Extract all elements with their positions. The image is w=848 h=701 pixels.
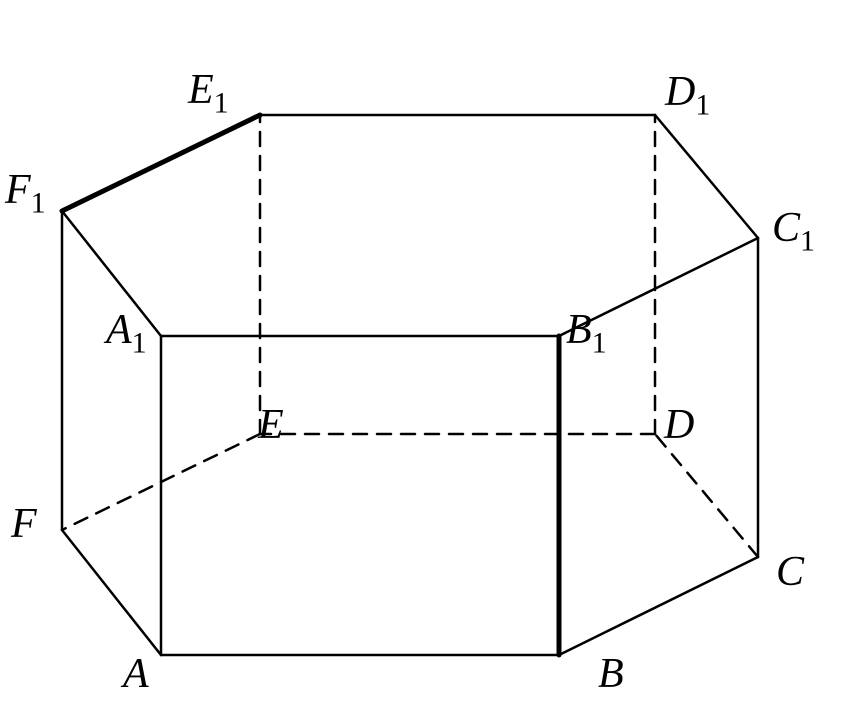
edge-C-D (655, 434, 758, 557)
vertex-label-B1: B1 (566, 306, 607, 360)
vertex-label-B: B (598, 650, 624, 698)
vertex-label-A: A (123, 650, 149, 698)
vertex-label-C: C (776, 548, 804, 596)
vertex-label-E1: E1 (188, 66, 229, 120)
vertex-label-D1: D1 (665, 68, 710, 122)
vertex-label-A1: A1 (106, 306, 147, 360)
vertex-label-D: D (664, 401, 694, 449)
vertex-label-E: E (258, 401, 284, 449)
edge-C1-D1 (655, 115, 758, 238)
vertex-label-C1: C1 (772, 204, 815, 258)
vertex-label-F1: F1 (5, 166, 46, 220)
edge-B-C (559, 557, 758, 655)
edge-E1-F1 (62, 115, 260, 211)
vertex-label-F: F (11, 500, 37, 548)
edge-F-A (62, 530, 161, 655)
